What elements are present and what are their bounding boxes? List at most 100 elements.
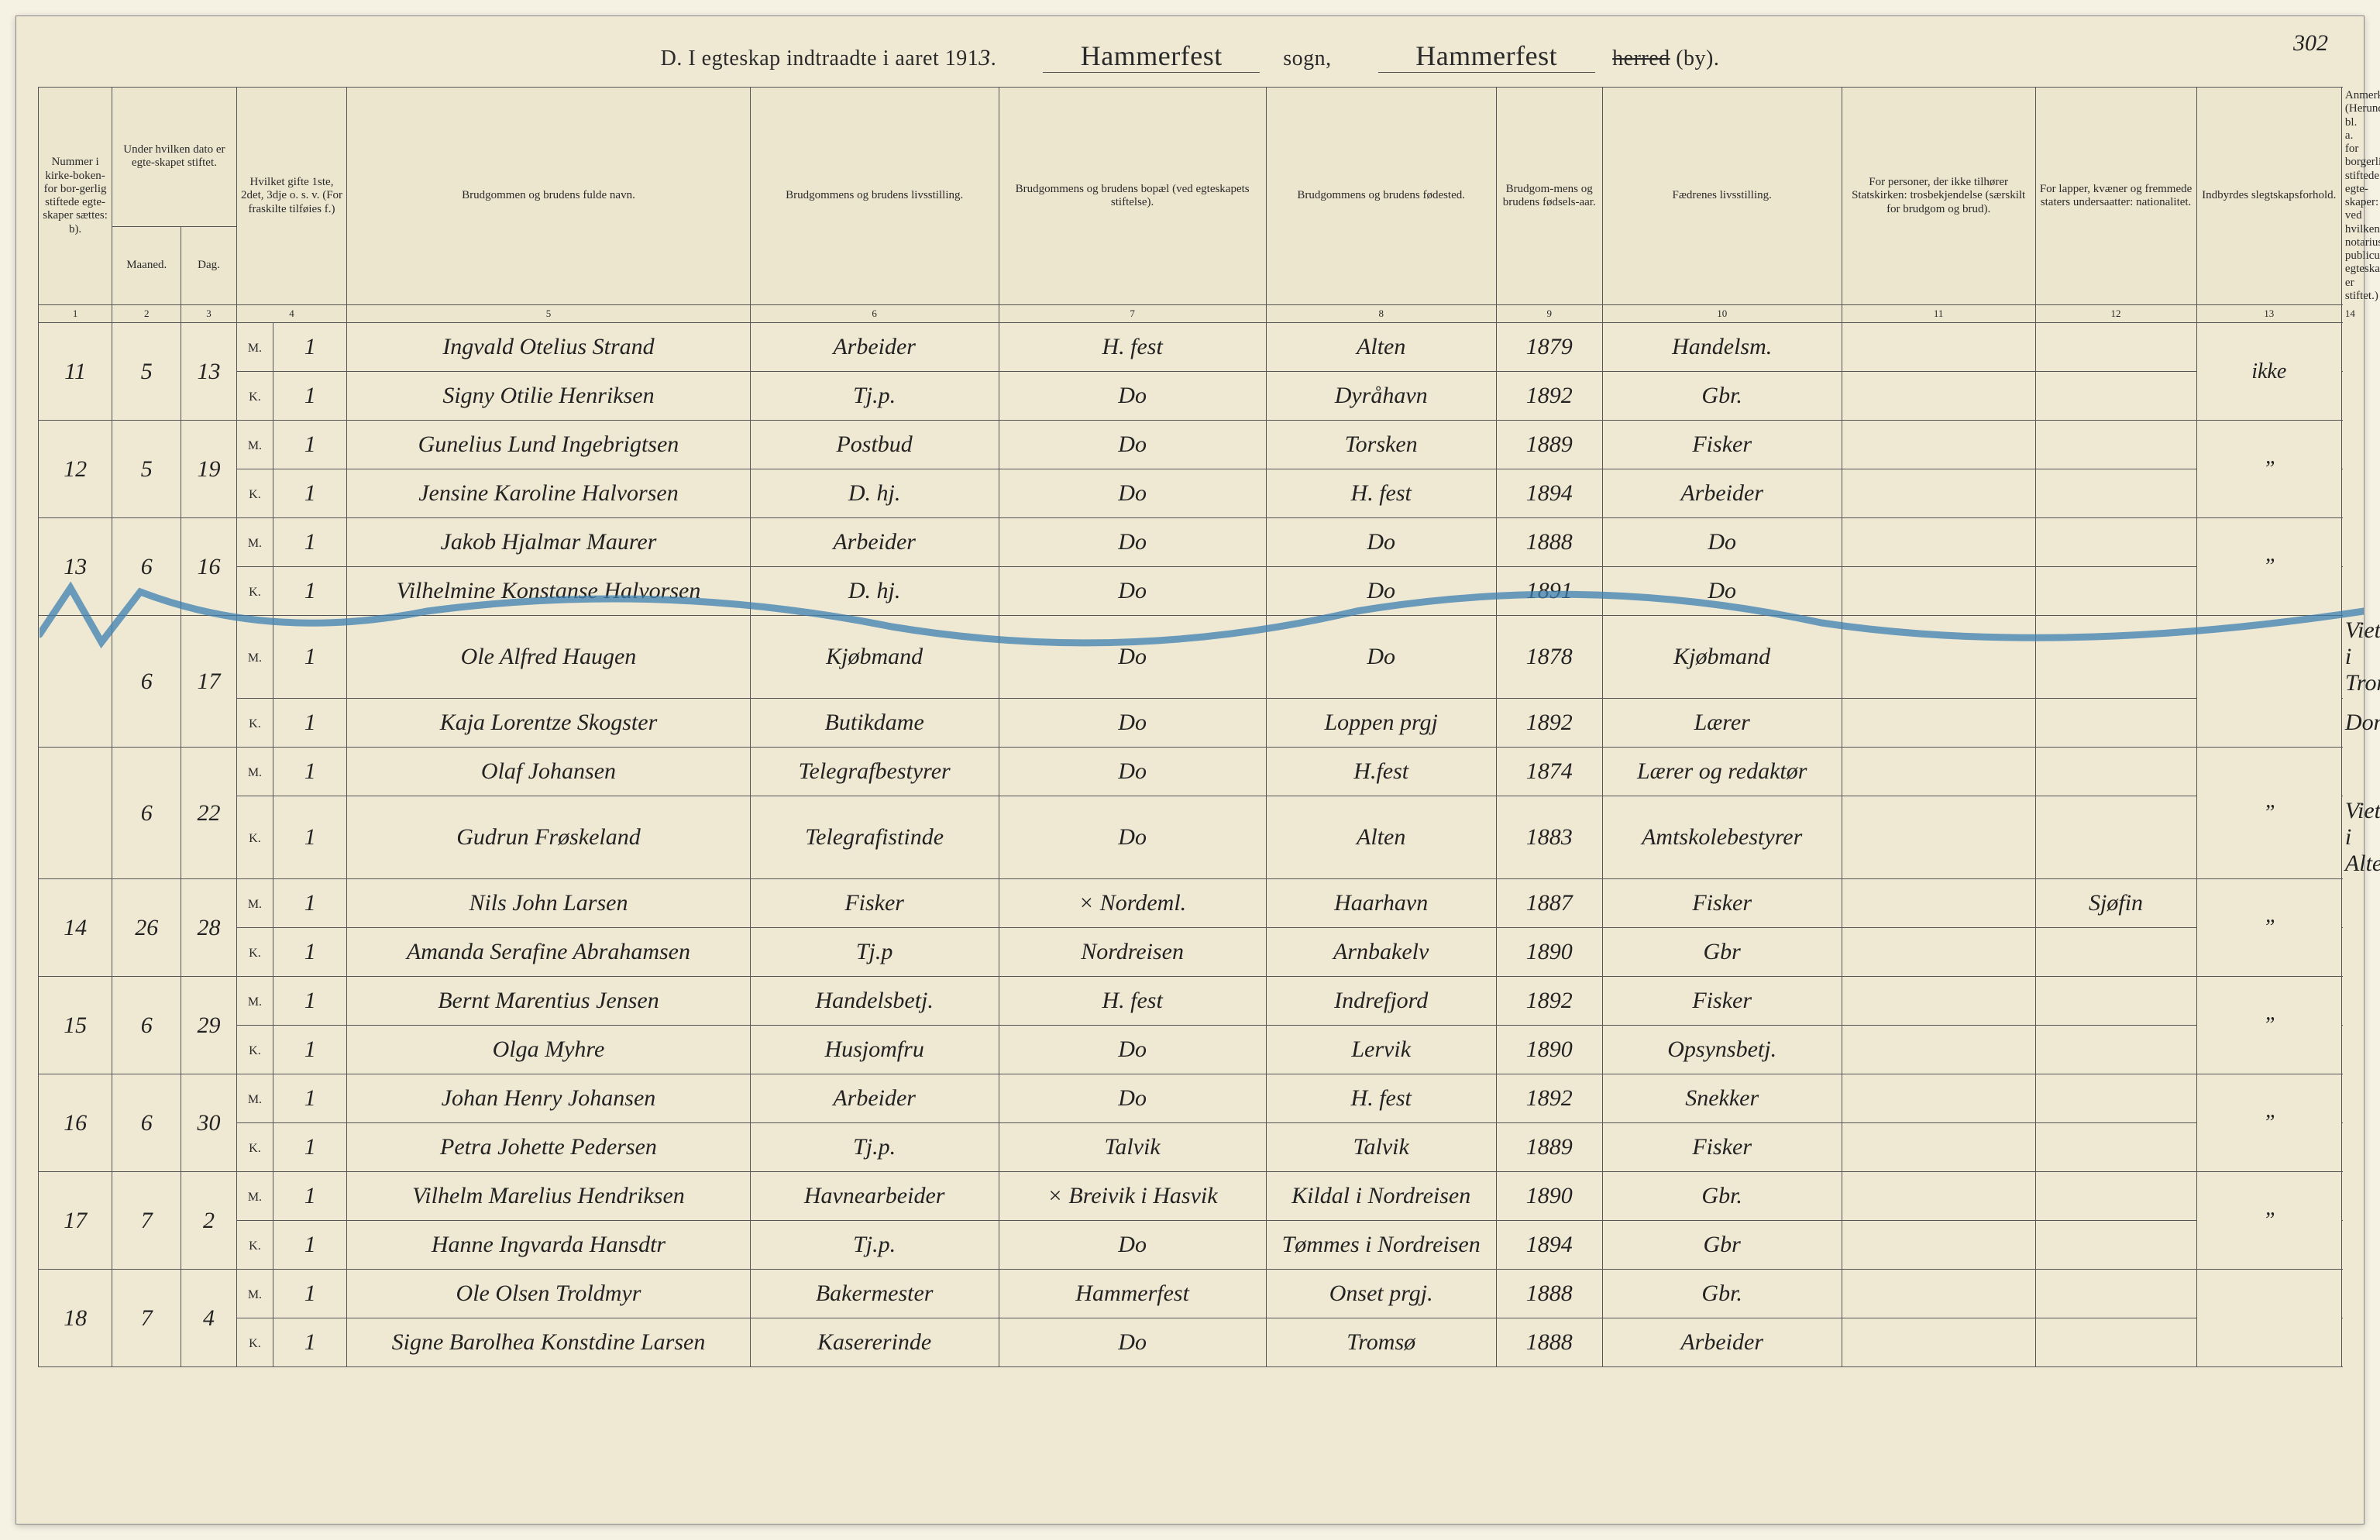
groom-confession (1842, 1172, 2035, 1221)
register-page: 302 D. I egteskap indtraadte i aaret 191… (15, 15, 2365, 1525)
colnum-6: 6 (750, 305, 999, 323)
colnum-13: 13 (2196, 305, 2341, 323)
groom-birthplace: Indrefjord (1266, 977, 1496, 1026)
col-5-header: Brudgommen og brudens fulde navn. (347, 88, 750, 305)
mk-m: M. (236, 323, 273, 372)
table-row: K.1Jensine Karoline HalvorsenD. hj.DoH. … (39, 469, 2342, 518)
groom-father: Fisker (1602, 879, 1842, 928)
district-name: Hammerfest (1378, 40, 1595, 73)
bride-father: Do (1602, 567, 1842, 616)
gifte-m: 1 (273, 1172, 347, 1221)
table-row: 15629M.1Bernt Marentius JensenHandelsbet… (39, 977, 2342, 1026)
bride-father: Gbr (1602, 1221, 1842, 1270)
groom-occupation: Arbeider (750, 1074, 999, 1123)
entry-day: 22 (181, 748, 236, 879)
bride-name: Petra Johette Pedersen (347, 1123, 750, 1172)
col-4-header: Hvilket gifte 1ste, 2det, 3dje o. s. v. … (236, 88, 347, 305)
col-11-header: For personer, der ikke tilhører Statskir… (1842, 88, 2035, 305)
groom-year: 1889 (1496, 421, 1602, 469)
colnum-7: 7 (999, 305, 1266, 323)
bride-occupation: Husjomfru (750, 1026, 999, 1074)
mk-k: K. (236, 372, 273, 421)
col-1-header: Nummer i kirke-boken-for bor-gerlig stif… (39, 88, 112, 305)
column-number-row: 1234567891011121314 (39, 305, 2342, 323)
entry-month: 6 (112, 616, 181, 748)
groom-residence: Do (999, 616, 1266, 699)
groom-year: 1887 (1496, 879, 1602, 928)
groom-name: Johan Henry Johansen (347, 1074, 750, 1123)
table-row: K.1Signe Barolhea Konstdine LarsenKasere… (39, 1318, 2342, 1367)
table-header: Nummer i kirke-boken-for bor-gerlig stif… (39, 88, 2342, 323)
entry-day: 17 (181, 616, 236, 748)
bride-confession (1842, 699, 2035, 748)
groom-father: Kjøbmand (1602, 616, 1842, 699)
marriage-register-table: Nummer i kirke-boken-for bor-gerlig stif… (38, 87, 2342, 1367)
groom-residence: Do (999, 1074, 1266, 1123)
entry-month: 5 (112, 421, 181, 518)
kinship: ” (2196, 748, 2341, 879)
kinship: ” (2196, 518, 2341, 616)
groom-residence: H. fest (999, 977, 1266, 1026)
entry-month: 6 (112, 518, 181, 616)
groom-nationality (2035, 977, 2196, 1026)
groom-name: Jakob Hjalmar Maurer (347, 518, 750, 567)
bride-residence: Do (999, 469, 1266, 518)
entry-month: 6 (112, 748, 181, 879)
mk-m: M. (236, 1074, 273, 1123)
bride-confession (1842, 372, 2035, 421)
bride-name: Vilhelmine Konstanse Halvorsen (347, 567, 750, 616)
groom-year: 1892 (1496, 977, 1602, 1026)
groom-name: Ole Olsen Troldmyr (347, 1270, 750, 1318)
groom-nationality (2035, 616, 2196, 699)
bride-name: Kaja Lorentze Skogster (347, 699, 750, 748)
groom-father: Fisker (1602, 421, 1842, 469)
table-row: 13616M.1Jakob Hjalmar MaurerArbeiderDoDo… (39, 518, 2342, 567)
groom-year: 1890 (1496, 1172, 1602, 1221)
gifte-k: 1 (273, 1123, 347, 1172)
bride-father: Gbr (1602, 928, 1842, 977)
col-8-header: Brudgommens og brudens fødested. (1266, 88, 1496, 305)
mk-k: K. (236, 699, 273, 748)
groom-birthplace: Alten (1266, 323, 1496, 372)
bride-occupation: D. hj. (750, 567, 999, 616)
gifte-m: 1 (273, 323, 347, 372)
kinship: ” (2196, 1172, 2341, 1270)
parish-name: Hammerfest (1043, 40, 1260, 73)
gifte-m: 1 (273, 518, 347, 567)
bride-father: Lærer (1602, 699, 1842, 748)
table-row: K.1Olga MyhreHusjomfruDoLervik1890Opsyns… (39, 1026, 2342, 1074)
colnum-8: 8 (1266, 305, 1496, 323)
bride-occupation: Kasererinde (750, 1318, 999, 1367)
groom-father: Gbr. (1602, 1172, 1842, 1221)
groom-name: Nils John Larsen (347, 879, 750, 928)
groom-confession (1842, 518, 2035, 567)
mk-k: K. (236, 1123, 273, 1172)
bride-residence: Do (999, 372, 1266, 421)
groom-confession (1842, 977, 2035, 1026)
gifte-k: 1 (273, 372, 347, 421)
bride-occupation: Telegrafistinde (750, 796, 999, 879)
bride-name: Amanda Serafine Abrahamsen (347, 928, 750, 977)
table-row: K.1Signy Otilie HenriksenTj.p.DoDyråhavn… (39, 372, 2342, 421)
col-9-header: Brudgom-mens og brudens fødsels-aar. (1496, 88, 1602, 305)
entry-number (39, 748, 112, 879)
bride-nationality (2035, 928, 2196, 977)
groom-nationality (2035, 518, 2196, 567)
col-2a-header: Maaned. (112, 226, 181, 304)
gifte-m: 1 (273, 879, 347, 928)
groom-name: Ole Alfred Haugen (347, 616, 750, 699)
bride-birthplace: Loppen prgj (1266, 699, 1496, 748)
groom-occupation: Arbeider (750, 323, 999, 372)
groom-confession (1842, 748, 2035, 796)
groom-confession (1842, 323, 2035, 372)
groom-confession (1842, 421, 2035, 469)
groom-birthplace: Do (1266, 518, 1496, 567)
groom-nationality (2035, 1270, 2196, 1318)
bride-nationality (2035, 469, 2196, 518)
entry-number: 15 (39, 977, 112, 1074)
bride-year: 1892 (1496, 372, 1602, 421)
groom-name: Olaf Johansen (347, 748, 750, 796)
bride-nationality (2035, 1318, 2196, 1367)
bride-confession (1842, 1123, 2035, 1172)
colnum-5: 5 (347, 305, 750, 323)
